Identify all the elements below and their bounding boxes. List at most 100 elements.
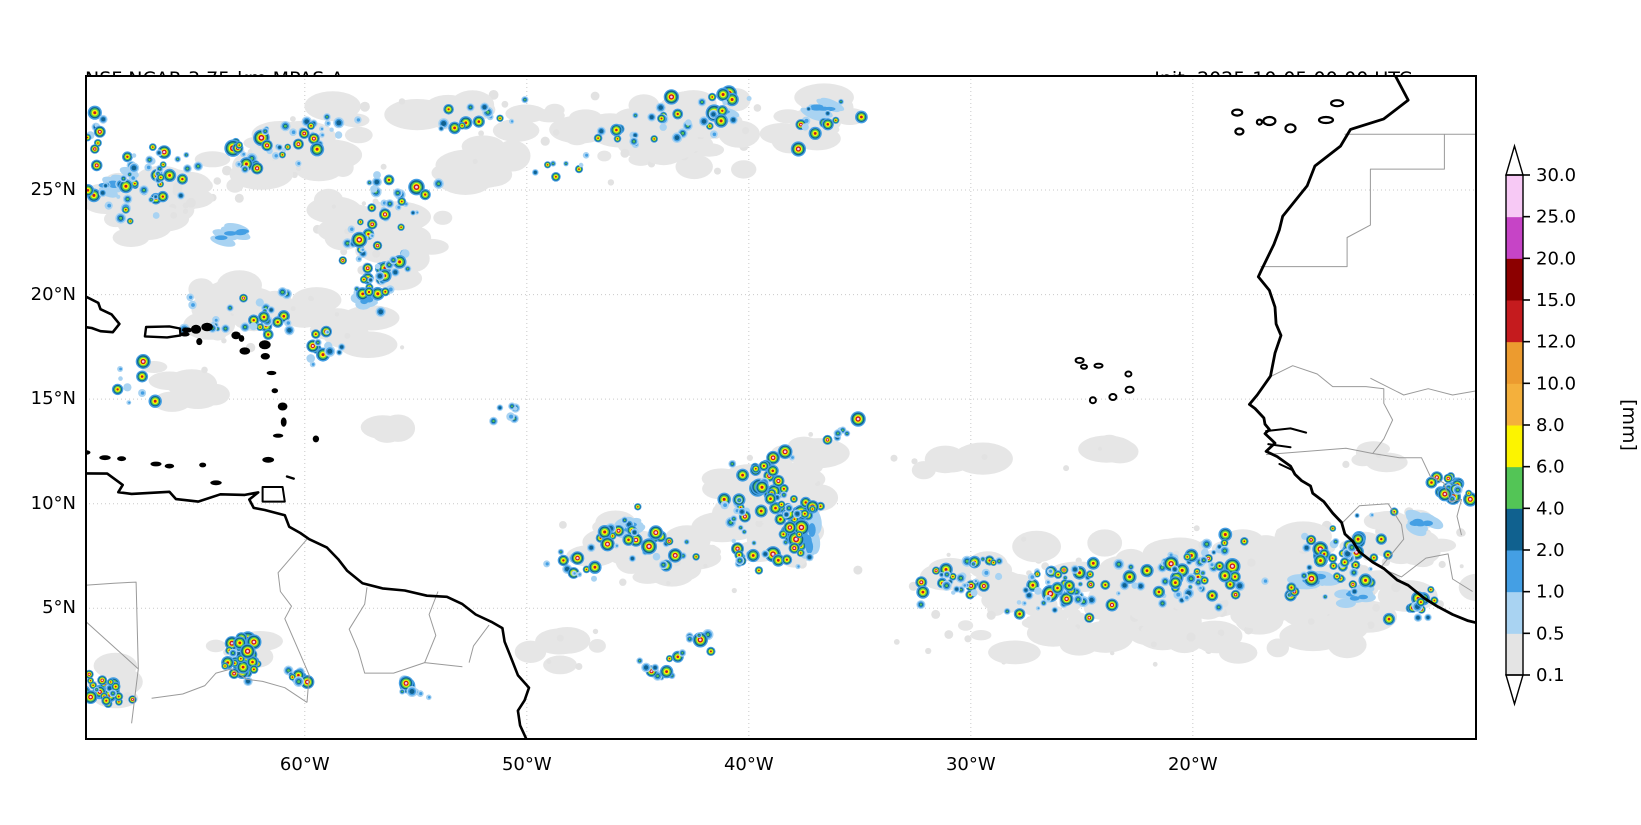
colorbar: 0.1 0.5 1.0 2.0 4.0 6.0 8.0 10.0 12.0 15.0 20.0 25.…	[1490, 140, 1641, 740]
island	[1234, 127, 1245, 136]
colorbar-segment	[1506, 425, 1523, 468]
colorbar-tick-label: 4.0	[1536, 498, 1565, 519]
island	[1329, 99, 1345, 108]
country-border	[85, 581, 139, 669]
map-canvas	[85, 75, 1477, 740]
island	[180, 332, 190, 337]
colorbar-tick-label: 2.0	[1536, 540, 1565, 561]
y-tick-label: 25°N	[30, 179, 76, 201]
island	[1317, 115, 1335, 125]
y-tick-label: 20°N	[30, 283, 76, 305]
island	[1262, 115, 1277, 127]
colorbar-segment	[1506, 258, 1523, 301]
colorbar-tick-label: 10.0	[1536, 373, 1576, 394]
x-tick-label: 50°W	[501, 754, 552, 775]
island	[280, 417, 287, 427]
colorbar-tick-label: 1.0	[1536, 582, 1565, 603]
coastline	[85, 294, 121, 334]
island	[260, 353, 270, 360]
colorbar-segment	[1506, 175, 1523, 218]
colorbar-segment	[1506, 550, 1523, 593]
island	[1080, 363, 1088, 370]
island	[117, 456, 127, 462]
colorbar-tick-label: 8.0	[1536, 415, 1565, 436]
coastline	[1265, 427, 1308, 434]
island	[164, 463, 175, 469]
y-tick-label: 10°N	[30, 492, 76, 514]
coastline	[85, 472, 531, 740]
x-tick-label: 60°W	[279, 754, 330, 775]
colorbar-under-arrow	[1505, 674, 1524, 707]
island	[199, 462, 207, 468]
colorbar-tick-label: 6.0	[1536, 457, 1565, 478]
island	[1231, 108, 1244, 117]
country-border	[348, 587, 463, 674]
country-border	[1372, 453, 1462, 536]
country-border	[1381, 553, 1473, 592]
country-border	[424, 591, 439, 663]
colorbar-segment	[1506, 591, 1523, 634]
country-border	[1341, 503, 1405, 567]
coastline	[1278, 463, 1294, 472]
island	[1088, 396, 1097, 405]
island	[1284, 123, 1297, 134]
y-tick-label: 5°N	[42, 597, 76, 619]
island	[312, 435, 320, 443]
y-tick-label: 15°N	[30, 388, 76, 410]
country-border	[468, 624, 490, 663]
colorbar-tick-label: 0.5	[1536, 623, 1565, 644]
island	[258, 340, 271, 350]
map-frame-border	[85, 75, 1477, 740]
colorbar-units-label: [mm]	[1618, 399, 1640, 451]
island	[239, 347, 251, 355]
colorbar-segment	[1506, 216, 1523, 259]
island	[210, 480, 222, 486]
island	[238, 335, 245, 342]
coastline	[143, 325, 182, 339]
colorbar-svg: 0.1 0.5 1.0 2.0 4.0 6.0 8.0 10.0 12.0 15.0 20.0 25.…	[1505, 143, 1640, 707]
island	[231, 331, 241, 340]
x-tick-label: 40°W	[723, 754, 774, 775]
island	[1255, 118, 1264, 126]
island	[1108, 393, 1118, 401]
island	[150, 461, 162, 467]
colorbar-segment	[1506, 466, 1523, 509]
colorbar-tick-label: 0.1	[1536, 665, 1565, 686]
island	[262, 456, 275, 463]
colorbar-tick-label: 20.0	[1536, 248, 1576, 269]
x-tick-label: 30°W	[945, 754, 996, 775]
island	[196, 338, 203, 346]
x-tick-label: 20°W	[1167, 754, 1218, 775]
island	[1074, 356, 1085, 364]
island	[99, 455, 111, 461]
country-border	[85, 620, 139, 724]
country-border	[151, 668, 308, 703]
colorbar-segment	[1506, 341, 1523, 384]
colorbar-tick-label: 30.0	[1536, 165, 1576, 186]
country-border	[277, 538, 310, 703]
colorbar-segment	[1506, 300, 1523, 343]
island	[1124, 385, 1135, 394]
colorbar-segment	[1506, 383, 1523, 426]
island	[266, 370, 277, 376]
colorbar-over-arrow	[1505, 143, 1524, 176]
island	[1093, 362, 1104, 369]
colorbar-tick-label: 15.0	[1536, 290, 1576, 311]
island	[201, 322, 213, 332]
country-border	[1266, 365, 1394, 456]
map-svg	[85, 75, 1477, 740]
island	[277, 402, 288, 411]
coastline	[1267, 443, 1292, 449]
island	[1124, 370, 1133, 378]
colorbar-segment	[1506, 633, 1523, 676]
island	[181, 327, 193, 333]
coastline	[261, 486, 286, 503]
island	[272, 433, 284, 438]
colorbar-segment	[1506, 508, 1523, 551]
island	[190, 324, 202, 334]
country-border	[1370, 377, 1477, 396]
country-border	[1260, 134, 1445, 268]
colorbar-tick-label: 12.0	[1536, 332, 1576, 353]
colorbar-tick-label: 25.0	[1536, 207, 1576, 228]
